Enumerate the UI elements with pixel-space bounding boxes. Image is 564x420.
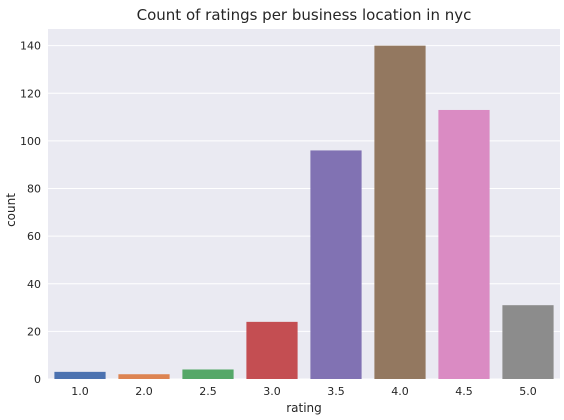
x-tick-label: 2.5 [199,385,217,398]
x-tick-label: 3.5 [327,385,345,398]
y-tick-label: 100 [20,135,41,148]
bars [54,45,554,380]
y-tick-label: 0 [34,373,41,386]
x-tick-label: 4.0 [391,385,409,398]
bar-1-0 [54,371,106,379]
y-axis-ticks: 0 20 40 60 80 100 120 140 [20,40,41,386]
y-tick-label: 120 [20,87,41,100]
y-tick-label: 20 [27,325,41,338]
x-tick-label: 4.5 [455,385,473,398]
x-tick-label: 2.0 [135,385,153,398]
x-axis-label: rating [286,401,322,415]
y-axis-label: count [4,193,18,227]
x-tick-label: 5.0 [519,385,537,398]
x-tick-label: 1.0 [71,385,89,398]
bar-3-0 [246,321,298,379]
bar-4-0 [374,45,426,380]
chart-title: Count of ratings per business location i… [137,6,472,24]
y-tick-label: 60 [27,230,41,243]
bar-3-5 [310,150,362,379]
bar-2-0 [118,374,170,379]
y-tick-label: 40 [27,278,41,291]
bar-4-5 [438,109,490,379]
y-tick-label: 140 [20,40,41,53]
x-tick-label: 3.0 [263,385,281,398]
bar-5-0 [502,305,554,379]
bar-2-5 [182,369,234,379]
y-tick-label: 80 [27,183,41,196]
x-axis-ticks: 1.0 2.0 2.5 3.0 3.5 4.0 4.5 5.0 [71,385,537,398]
